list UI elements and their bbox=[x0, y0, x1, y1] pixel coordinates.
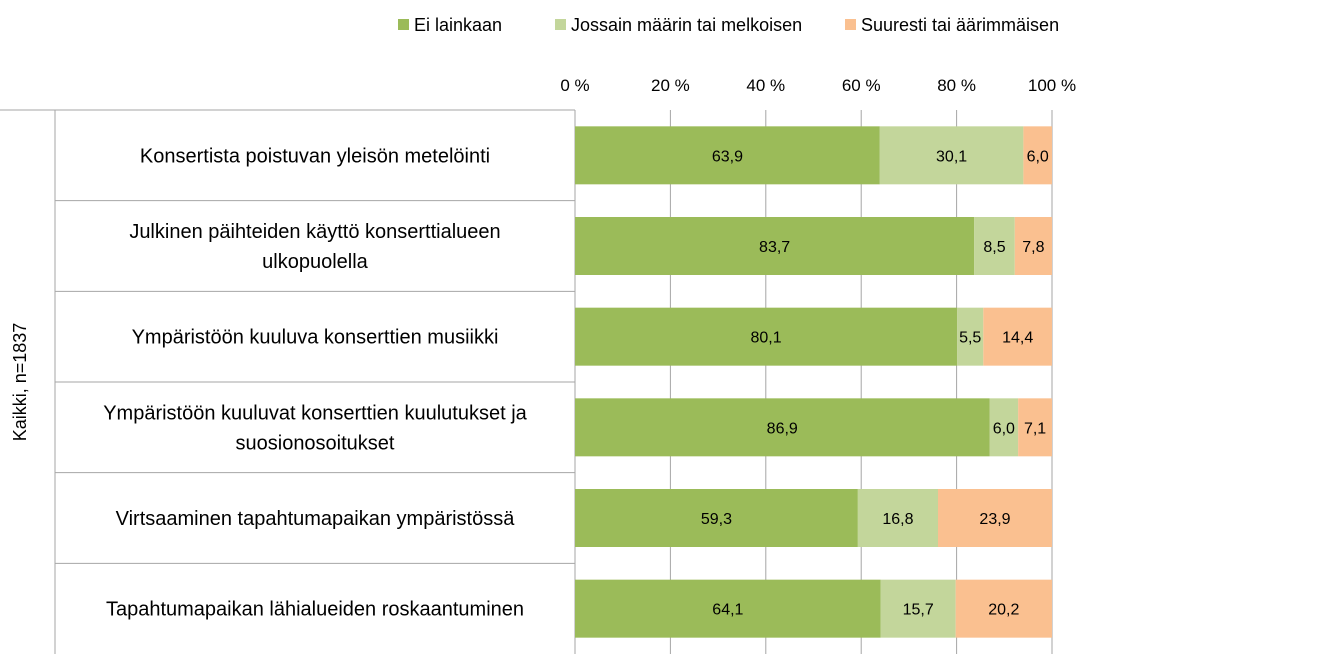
bar-segment bbox=[575, 489, 858, 547]
data-label: 23,9 bbox=[979, 511, 1010, 528]
data-label: 86,9 bbox=[767, 420, 798, 437]
x-tick-label: 40 % bbox=[746, 76, 785, 95]
group-label: Kaikki, n=1837 bbox=[10, 323, 30, 442]
data-label: 7,1 bbox=[1024, 420, 1046, 437]
category-label-line: Konsertista poistuvan yleisön metelöinti bbox=[140, 145, 490, 167]
legend-swatch bbox=[555, 19, 566, 30]
category-labels: Konsertista poistuvan yleisön metelöinti… bbox=[103, 145, 527, 620]
bar-segment bbox=[575, 217, 975, 275]
category-frame bbox=[0, 109, 576, 654]
legend: Ei lainkaan Jossain määrin tai melkoisen S… bbox=[398, 15, 1059, 35]
data-label: 63,9 bbox=[712, 148, 743, 165]
bar-segment bbox=[974, 217, 1015, 275]
data-label: 15,7 bbox=[903, 602, 934, 619]
category-label-line: Ympäristöön kuuluva konserttien musiikki bbox=[132, 327, 499, 349]
x-tick-label: 100 % bbox=[1028, 76, 1076, 95]
data-label: 5,5 bbox=[959, 330, 981, 347]
data-label: 83,7 bbox=[759, 239, 790, 256]
data-label: 30,1 bbox=[936, 148, 967, 165]
bar-segment bbox=[575, 126, 880, 185]
legend-label: Suuresti tai äärimmäisen bbox=[861, 15, 1059, 35]
category-label: Tapahtumapaikan lähialueiden roskaantumi… bbox=[106, 599, 524, 621]
bar-segment bbox=[957, 307, 984, 366]
bars: 63,9 30,1 6,0 83,7 8,5 7,8 80,1 5,5 14,4 86,9 6,0 7… bbox=[575, 126, 1052, 638]
bar-segment bbox=[989, 398, 1019, 457]
x-tick-label: 80 % bbox=[937, 76, 976, 95]
category-label-line: Ympäristöön kuuluvat konserttien kuulutu… bbox=[103, 402, 527, 424]
bar-segment bbox=[879, 126, 1024, 185]
data-label: 16,8 bbox=[882, 511, 913, 528]
x-tick-label: 20 % bbox=[651, 76, 690, 95]
data-label: 20,2 bbox=[988, 602, 1019, 619]
bar-segment bbox=[1014, 217, 1052, 275]
data-label: 64,1 bbox=[712, 602, 743, 619]
bar-segment bbox=[857, 489, 938, 547]
bar-segment bbox=[983, 307, 1052, 366]
category-label: Virtsaaminen tapahtumapaikan ympäristöss… bbox=[116, 508, 516, 530]
legend-swatch bbox=[845, 19, 856, 30]
bar-segment bbox=[937, 489, 1052, 547]
category-label: Konsertista poistuvan yleisön metelöinti bbox=[140, 145, 490, 167]
category-label-line: Virtsaaminen tapahtumapaikan ympäristöss… bbox=[116, 508, 516, 530]
category-label: Ympäristöön kuuluva konserttien musiikki bbox=[132, 327, 499, 349]
bar-segment bbox=[575, 398, 990, 457]
x-tick-label: 60 % bbox=[842, 76, 881, 95]
bar-segment bbox=[880, 579, 956, 638]
bar-segment bbox=[955, 579, 1052, 638]
data-label: 80,1 bbox=[750, 330, 781, 347]
x-tick-label: 0 % bbox=[560, 76, 589, 95]
category-label: Ympäristöön kuuluvat konserttien kuulutu… bbox=[103, 402, 527, 454]
category-label-line: Julkinen päihteiden käyttö konserttialue… bbox=[129, 221, 500, 243]
x-axis-ticks: 0 % 20 % 40 % 60 % 80 % 100 % bbox=[560, 76, 1076, 95]
bar-segment bbox=[575, 579, 881, 638]
data-label: 59,3 bbox=[701, 511, 732, 528]
legend-label: Jossain määrin tai melkoisen bbox=[571, 15, 802, 35]
gridlines bbox=[574, 110, 1053, 654]
legend-label: Ei lainkaan bbox=[414, 15, 502, 35]
category-label: Julkinen päihteiden käyttö konserttialue… bbox=[129, 221, 500, 273]
bar-segment bbox=[1018, 398, 1052, 457]
category-label-line: Tapahtumapaikan lähialueiden roskaantumi… bbox=[106, 599, 524, 621]
data-label: 6,0 bbox=[1027, 148, 1049, 165]
category-label-line: suosionosoitukset bbox=[236, 432, 395, 454]
data-label: 7,8 bbox=[1022, 239, 1044, 256]
bar-segment bbox=[575, 307, 958, 366]
category-label-line: ulkopuolella bbox=[262, 251, 369, 273]
data-label: 6,0 bbox=[993, 420, 1015, 437]
data-label: 14,4 bbox=[1002, 330, 1033, 347]
data-label: 8,5 bbox=[983, 239, 1005, 256]
bar-segment bbox=[1023, 126, 1052, 185]
legend-swatch bbox=[398, 19, 409, 30]
